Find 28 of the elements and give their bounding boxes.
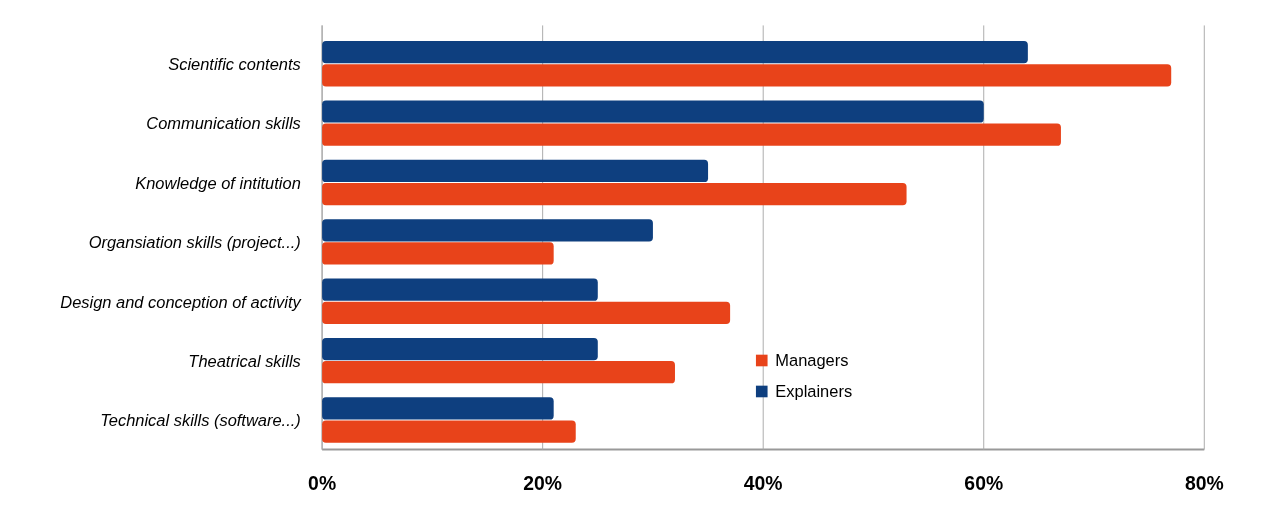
bar (322, 159, 709, 182)
bar (322, 242, 554, 265)
bar (322, 361, 675, 384)
bar (322, 182, 907, 206)
legend-label: Explainers (775, 382, 853, 401)
bar (322, 219, 653, 242)
legend-label: Managers (775, 351, 849, 370)
y-tick-label: Technical skills (software...) (100, 411, 301, 430)
bar (322, 420, 576, 443)
x-tick-label: 20% (523, 472, 563, 495)
y-tick-label: Organsiation skills (project...) (88, 233, 301, 252)
bar (322, 41, 1028, 64)
y-tick-label: Theatrical skills (188, 351, 301, 370)
bar (322, 100, 984, 123)
bar (322, 397, 554, 420)
y-tick-label: Design and conception of activity (60, 292, 303, 311)
bar (322, 337, 598, 361)
bar (322, 301, 731, 324)
y-tick-label: Communication skills (146, 114, 301, 133)
x-tick-label: 80% (1184, 472, 1224, 495)
y-tick-label: Knowledge of intitution (135, 173, 301, 192)
x-tick-label: 0% (308, 472, 337, 495)
bar (322, 278, 598, 301)
x-tick-label: 60% (964, 472, 1004, 495)
bar (322, 64, 1172, 87)
x-tick-label: 40% (743, 472, 783, 495)
bar (322, 123, 1061, 146)
y-tick-label: Scientific contents (168, 55, 301, 74)
